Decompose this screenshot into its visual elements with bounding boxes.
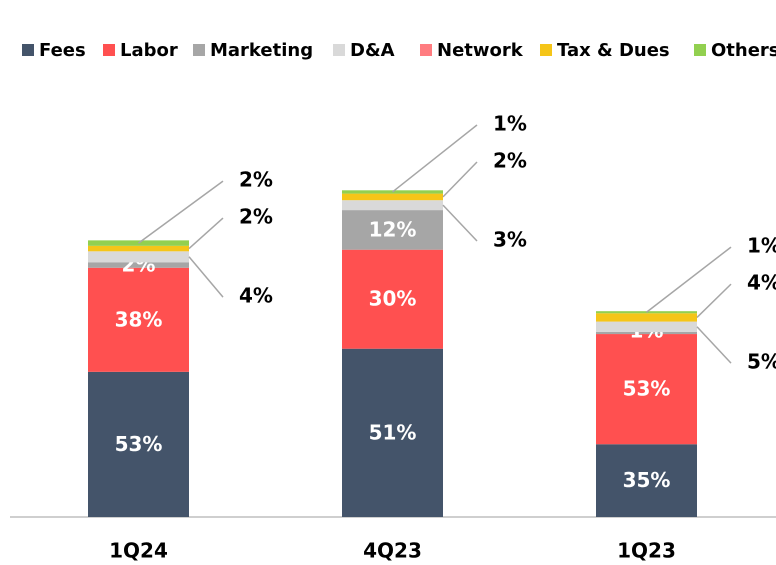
value-label: 4% — [239, 284, 273, 308]
legend-label: Fees — [39, 40, 86, 61]
bar-segment — [88, 245, 189, 252]
bar-segment — [342, 249, 443, 349]
value-label: 51% — [369, 420, 417, 444]
bar-segment — [596, 331, 697, 335]
bar-segment — [596, 334, 697, 445]
bar-segment — [342, 348, 443, 517]
bar-segment — [596, 444, 697, 517]
value-label: 1% — [747, 234, 776, 258]
value-label: 4% — [747, 271, 776, 295]
x-tick-label: 1Q24 — [109, 539, 168, 563]
legend-label: Marketing — [210, 40, 313, 61]
legend-swatch — [540, 44, 552, 56]
bar-segment — [88, 251, 189, 263]
value-label: 2% — [239, 168, 273, 192]
legend-label: Network — [437, 40, 524, 61]
leader-line — [138, 180, 224, 244]
leader-line — [646, 246, 732, 313]
legend-swatch — [333, 44, 345, 56]
bar-segment — [88, 262, 189, 268]
value-label: 35% — [623, 468, 671, 492]
value-label: 12% — [369, 217, 417, 241]
value-label: 3% — [493, 228, 527, 252]
leader-line — [696, 326, 732, 364]
value-label: 53% — [623, 377, 671, 401]
leader-line — [696, 283, 732, 318]
value-label: 2% — [239, 205, 273, 229]
legend-swatch — [103, 44, 115, 56]
legend-label: Tax & Dues — [557, 40, 670, 61]
legend-swatch — [22, 44, 34, 56]
bar-segment — [342, 190, 443, 194]
legend-label: D&A — [350, 40, 395, 61]
value-label: 30% — [369, 287, 417, 311]
x-tick-label: 4Q23 — [363, 539, 422, 563]
bar-segment — [342, 193, 443, 201]
leader-line — [392, 124, 478, 193]
legend-label: Labor — [120, 40, 178, 61]
bar-segment — [596, 313, 697, 322]
value-label: 53% — [115, 432, 163, 456]
value-label: 1% — [493, 112, 527, 136]
legend-swatch — [694, 44, 706, 56]
legend-swatch — [420, 44, 432, 56]
value-label: 38% — [115, 307, 163, 331]
value-label: 2% — [493, 149, 527, 173]
leader-line — [188, 217, 224, 250]
leader-line — [188, 256, 224, 298]
x-tick-label: 1Q23 — [617, 539, 676, 563]
leader-line — [442, 204, 478, 242]
bar-segment — [596, 321, 697, 332]
value-label: 5% — [747, 350, 776, 374]
bar-segment — [342, 210, 443, 250]
bar-segment — [88, 267, 189, 372]
bar-segment — [88, 371, 189, 517]
leader-line — [442, 161, 478, 198]
bar-segment — [342, 200, 443, 211]
legend-label: Others — [711, 40, 776, 61]
legend-swatch — [193, 44, 205, 56]
